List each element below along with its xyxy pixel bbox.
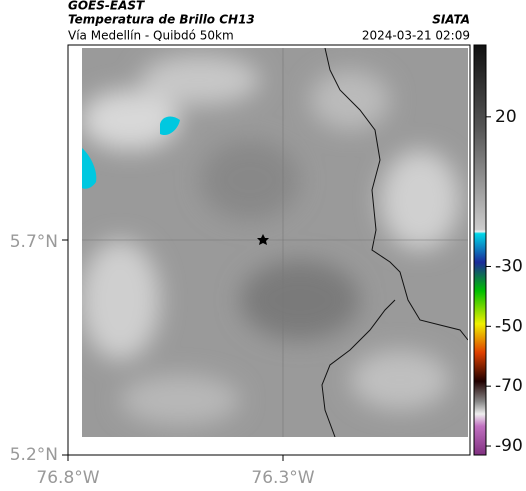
colorbar-tick-label: -30: [495, 256, 523, 276]
timestamp: 2024-03-21 02:09: [362, 29, 470, 43]
satellite: GOES-EAST: [68, 0, 145, 13]
title: Temperatura de Brillo CH13: [68, 13, 255, 27]
colorbar: 20 -30 -50 -70 -90: [473, 44, 523, 456]
colorbar-tick-label: -50: [495, 316, 523, 336]
colorbar-tick-label: -90: [495, 436, 523, 456]
source: SIATA: [432, 13, 470, 27]
lat-label: 5.2°N: [10, 445, 58, 465]
route: Vía Medellín - Quibdó 50km: [68, 29, 234, 43]
lon-label: 76.8°W: [36, 468, 99, 488]
lat-label: 5.7°N: [10, 232, 58, 252]
lon-label: 76.3°W: [251, 468, 314, 488]
satellite-image: [82, 48, 468, 437]
colorbar-tick-label: -70: [495, 376, 523, 396]
colorbar-scale: [473, 44, 487, 456]
colorbar-tick-label: 20: [495, 107, 517, 127]
